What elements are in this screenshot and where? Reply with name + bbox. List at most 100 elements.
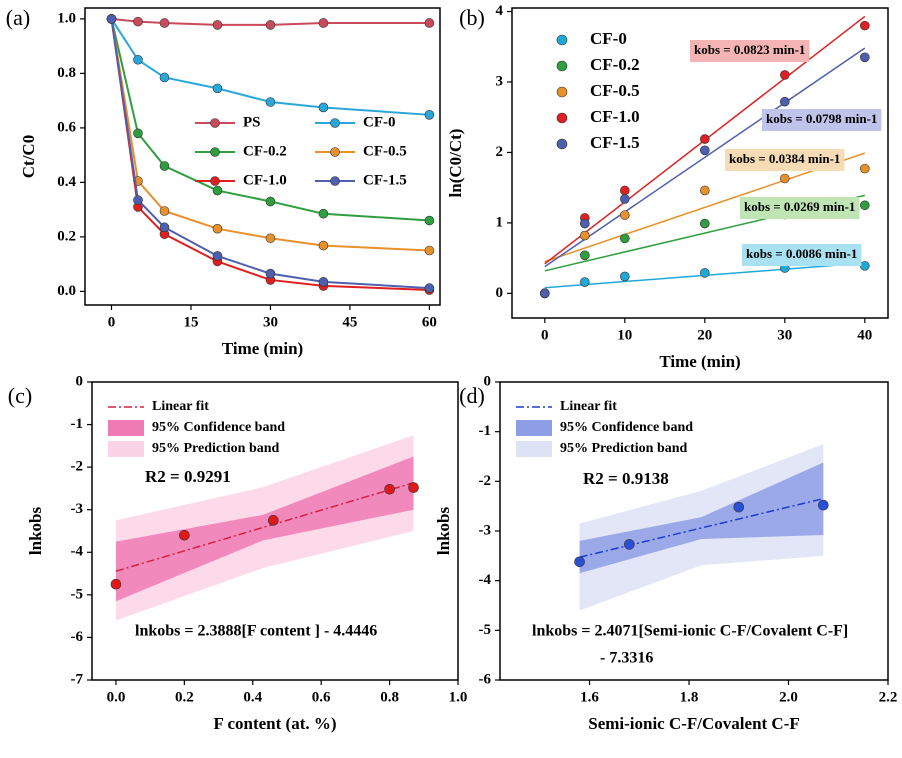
x-axis-label: F content (at. %): [213, 714, 336, 733]
plot-frame: [91, 381, 459, 681]
panel-label: (c): [8, 383, 32, 408]
plot-frame: [84, 7, 441, 306]
annotation: kobs = 0.0269 min-1: [744, 199, 855, 214]
fit-line: [544, 152, 866, 263]
data-point: [699, 185, 710, 196]
annotation-box: [742, 244, 862, 266]
y-tick-label: 0.8: [57, 65, 76, 81]
y-tick-label: 0: [76, 373, 84, 389]
y-tick-label: -4: [71, 544, 84, 560]
fit-line: [579, 497, 824, 558]
legend-label: CF-1.5: [363, 172, 407, 188]
x-tick-label: 10: [617, 327, 632, 343]
legend-marker: [210, 118, 220, 128]
y-tick-label: 1.0: [57, 10, 76, 26]
x-tick-label: 0: [108, 314, 116, 330]
data-point: [619, 185, 630, 196]
data-point: [579, 277, 590, 287]
x-tick-label: 40: [857, 327, 872, 343]
data-point: [212, 83, 223, 94]
x-tick-label: 0.0: [107, 689, 126, 705]
data-point: [384, 483, 395, 495]
y-tick-label: -2: [71, 459, 84, 475]
equation: lnkobs = 2.3888[F content ] - 4.4446: [135, 623, 377, 640]
legend-label: PS: [243, 114, 261, 130]
x-tick-label: 1.8: [680, 689, 699, 705]
x-tick-label: 15: [183, 314, 198, 330]
legend-label: CF-0: [590, 29, 627, 48]
data-point: [579, 230, 590, 241]
y-tick-label: -6: [71, 629, 84, 645]
data-point: [624, 539, 635, 550]
data-point: [212, 185, 223, 196]
y-tick-label: -1: [71, 416, 84, 432]
x-tick-label: 1.0: [449, 689, 468, 705]
data-point: [859, 200, 870, 211]
data-point: [179, 529, 190, 541]
annotation: kobs = 0.0384 min-1: [729, 151, 840, 166]
data-point: [133, 16, 143, 27]
x-tick-label: 60: [422, 314, 437, 330]
legend-label: CF-0.2: [243, 143, 287, 159]
data-point: [779, 70, 790, 80]
data-point: [318, 240, 329, 251]
r2-label: R2 = 0.9138: [583, 469, 669, 488]
y-tick-label: 0.2: [57, 228, 76, 244]
data-point: [539, 288, 550, 299]
y-axis-label: lnkobs: [434, 507, 453, 556]
legend-label: 95% Confidence band: [560, 420, 693, 435]
data-point: [408, 482, 419, 493]
data-point: [318, 18, 329, 28]
panel-label: (d): [459, 383, 485, 408]
legend-marker: [556, 138, 568, 150]
x-tick-label: 30: [263, 314, 278, 330]
y-tick-label: 4: [496, 3, 504, 19]
legend-marker: [556, 60, 568, 72]
data-point: [733, 501, 745, 513]
data-point: [133, 128, 143, 139]
data-point: [318, 277, 329, 287]
data-point: [619, 194, 630, 204]
data-point: [818, 499, 829, 511]
y-tick-label: -3: [479, 522, 492, 538]
legend-swatch: [516, 420, 552, 436]
band: [115, 456, 414, 602]
legend-marker: [210, 147, 220, 157]
y-tick-label: -3: [71, 501, 84, 517]
data-point: [159, 161, 170, 171]
legend-label: CF-0.5: [590, 81, 640, 100]
y-tick-label: 2: [496, 144, 504, 160]
y-tick-label: -7: [71, 671, 84, 687]
legend-label: 95% Confidence band: [152, 420, 285, 435]
x-tick-label: 0.8: [380, 689, 399, 705]
plot-frame: [499, 381, 889, 681]
legend-swatch: [516, 441, 552, 457]
x-axis-label: Semi-ionic C-F/Covalent C-F: [588, 714, 800, 733]
x-axis-label: Time (min): [659, 352, 740, 371]
data-point: [779, 96, 790, 107]
data-point: [699, 145, 710, 156]
data-point: [699, 268, 710, 278]
series-line: [110, 18, 430, 252]
legend-label: CF-1.0: [243, 172, 287, 188]
panel-label: (a): [6, 5, 30, 30]
y-tick-label: -6: [479, 671, 492, 687]
data-point: [859, 52, 870, 63]
data-point: [265, 196, 276, 207]
data-point: [424, 245, 435, 256]
data-point: [699, 218, 710, 229]
y-tick-label: 0.4: [57, 174, 76, 190]
plot-frame: [511, 7, 889, 319]
x-tick-label: 0.4: [243, 689, 262, 705]
legend-marker: [556, 112, 568, 124]
data-point: [424, 215, 435, 226]
x-axis-label: Time (min): [222, 339, 303, 358]
data-point: [110, 578, 122, 590]
band: [579, 462, 824, 574]
x-tick-label: 20: [697, 327, 712, 343]
legend-swatch: [108, 441, 144, 457]
x-tick-label: 1.6: [580, 689, 599, 705]
x-tick-label: 45: [342, 314, 357, 330]
annotation-box: [725, 149, 845, 171]
